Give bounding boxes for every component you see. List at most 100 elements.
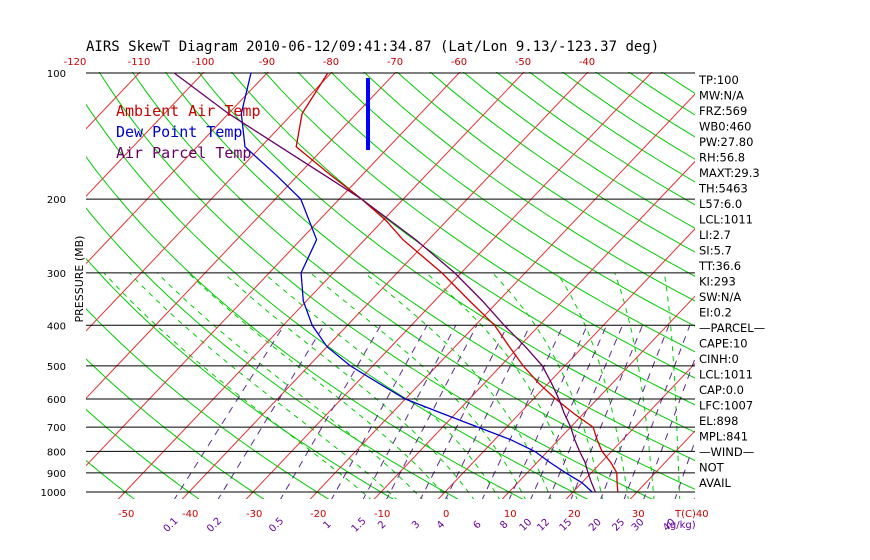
pressure-tick-label: 900 (47, 469, 66, 480)
dry-adiabat (86, 408, 200, 499)
mixing-ratio-label: 6 (471, 519, 483, 531)
mixing-ratio-label: 1.5 (350, 516, 369, 535)
dewpoint-line (240, 72, 593, 493)
mixing-ratio-label: 20 (587, 517, 604, 534)
bottom-temp-tick: -40 (182, 509, 198, 520)
mixing-ratio-line (623, 325, 691, 499)
isotherm-line (245, 72, 653, 499)
dry-adiabat (86, 459, 135, 499)
moist-adiabat (223, 272, 475, 499)
isotherm-line (309, 93, 695, 499)
chart-title: AIRS SkewT Diagram 2010-06-12/09:41:34.8… (86, 39, 659, 55)
index-entry: RH:56.8 (699, 151, 745, 165)
mixing-ratio-label: 3 (410, 519, 422, 531)
mixing-ratio-line (445, 325, 531, 499)
mixing-ratio-line (530, 325, 607, 499)
mixing-ratio-label: 0.1 (162, 516, 181, 535)
temp-unit-label: T(C) (674, 509, 696, 520)
bottom-temp-tick: 40 (696, 509, 709, 520)
mixing-ratio-lines (174, 325, 695, 499)
mixing-ratio-line (217, 325, 325, 499)
dry-adiabat (86, 308, 330, 499)
moist-adiabat (364, 272, 552, 499)
dry-adiabat (230, 72, 695, 406)
index-entry: CINH:0 (699, 352, 739, 366)
pressure-tick-label: 800 (47, 447, 66, 458)
dry-adiabat (297, 72, 695, 353)
pressure-tick-label: 500 (47, 362, 66, 373)
index-entry: MAXT:29.3 (699, 166, 760, 180)
bottom-temp-tick: 30 (632, 509, 645, 520)
dry-adiabat (164, 72, 695, 462)
moist-adiabat (263, 272, 501, 499)
dry-adiabat (131, 72, 695, 490)
top-temp-tick: -70 (387, 57, 403, 68)
index-entry: L57:6.0 (699, 197, 742, 211)
isotherm-line (437, 228, 695, 499)
dry-adiabat (86, 155, 524, 499)
dry-adiabat (86, 103, 589, 499)
isotherm-line (501, 295, 695, 499)
pressure-tick-label: 300 (47, 269, 66, 280)
pressure-tick-label: 400 (47, 321, 66, 332)
dry-adiabat (462, 72, 695, 229)
dry-adiabat (396, 72, 695, 277)
dry-adiabat (694, 72, 695, 73)
dry-adiabat (495, 72, 695, 206)
pressure-tick-labels: 100 200 300 400 500 600 700 800 900 1000 (41, 69, 66, 499)
index-entry: TP:100 (698, 73, 739, 87)
index-entry: PW:27.80 (699, 135, 753, 149)
pressure-tick-label: 600 (47, 395, 66, 406)
isotherm-line (117, 72, 525, 499)
index-entry: AVAIL (699, 476, 732, 490)
top-temp-tick: -50 (515, 57, 531, 68)
index-entry: TT:36.6 (698, 259, 741, 273)
isotherm-line (86, 72, 269, 265)
legend-dewpoint: Dew Point Temp (116, 123, 242, 141)
isotherms (0, 64, 695, 501)
moist-adiabat (310, 272, 526, 499)
top-temp-tick: -60 (451, 57, 467, 68)
index-entry: LFC:1007 (699, 399, 753, 413)
bottom-temp-tick: -50 (118, 509, 134, 520)
mixing-ratio-unit-label: (g/kg) (666, 520, 696, 531)
mixing-ratio-label: 8 (498, 519, 510, 531)
dry-adiabat (264, 72, 695, 379)
bottom-temp-tick: -10 (374, 509, 390, 520)
mixing-ratio-label: 10 (518, 517, 535, 534)
isotherm-line (86, 72, 205, 197)
index-entry: TH:5463 (698, 182, 748, 196)
top-temp-tick: -80 (323, 57, 339, 68)
mixing-ratio-line (570, 325, 643, 499)
index-entry: —WIND— (699, 445, 754, 459)
bottom-temp-tick: 0 (443, 509, 449, 520)
isotherm-line (86, 72, 333, 332)
index-entry: MW:N/A (699, 89, 744, 103)
profiles (173, 72, 619, 493)
mixing-ratio-line (508, 325, 588, 499)
isotherm-line (86, 72, 397, 400)
bottom-temperature-ticks: -50 -40 -30 -20 -10 0 10 20 30 40 (118, 509, 709, 520)
mixing-ratio-label: 25 (610, 517, 627, 534)
mixing-ratio-labels: 0.1 0.2 0.5 1 1.5 2 3 4 6 8 10 12 15 20 25 30 40 (162, 516, 678, 535)
bottom-temp-tick: -20 (310, 509, 326, 520)
mixing-ratio-label: 4 (435, 519, 447, 531)
top-temp-tick: -40 (579, 57, 595, 68)
dry-adiabat (86, 358, 265, 499)
index-entry: EL:898 (699, 414, 739, 428)
mixing-ratio-line (280, 325, 382, 499)
index-entry: LCL:1011 (699, 213, 753, 227)
dry-adiabat (330, 72, 695, 327)
mixing-ratio-line (331, 325, 428, 499)
isotherm-line (86, 72, 461, 467)
moist-adiabats (103, 272, 681, 499)
dry-adiabat (86, 257, 395, 499)
moist-adiabat (492, 272, 604, 499)
isotherm-line (0, 64, 20, 501)
mixing-ratio-label: 0.2 (205, 516, 224, 535)
pressure-tick-label: 700 (47, 423, 66, 434)
isotherm-line (0, 64, 84, 501)
index-entry: LI:2.7 (699, 228, 731, 242)
